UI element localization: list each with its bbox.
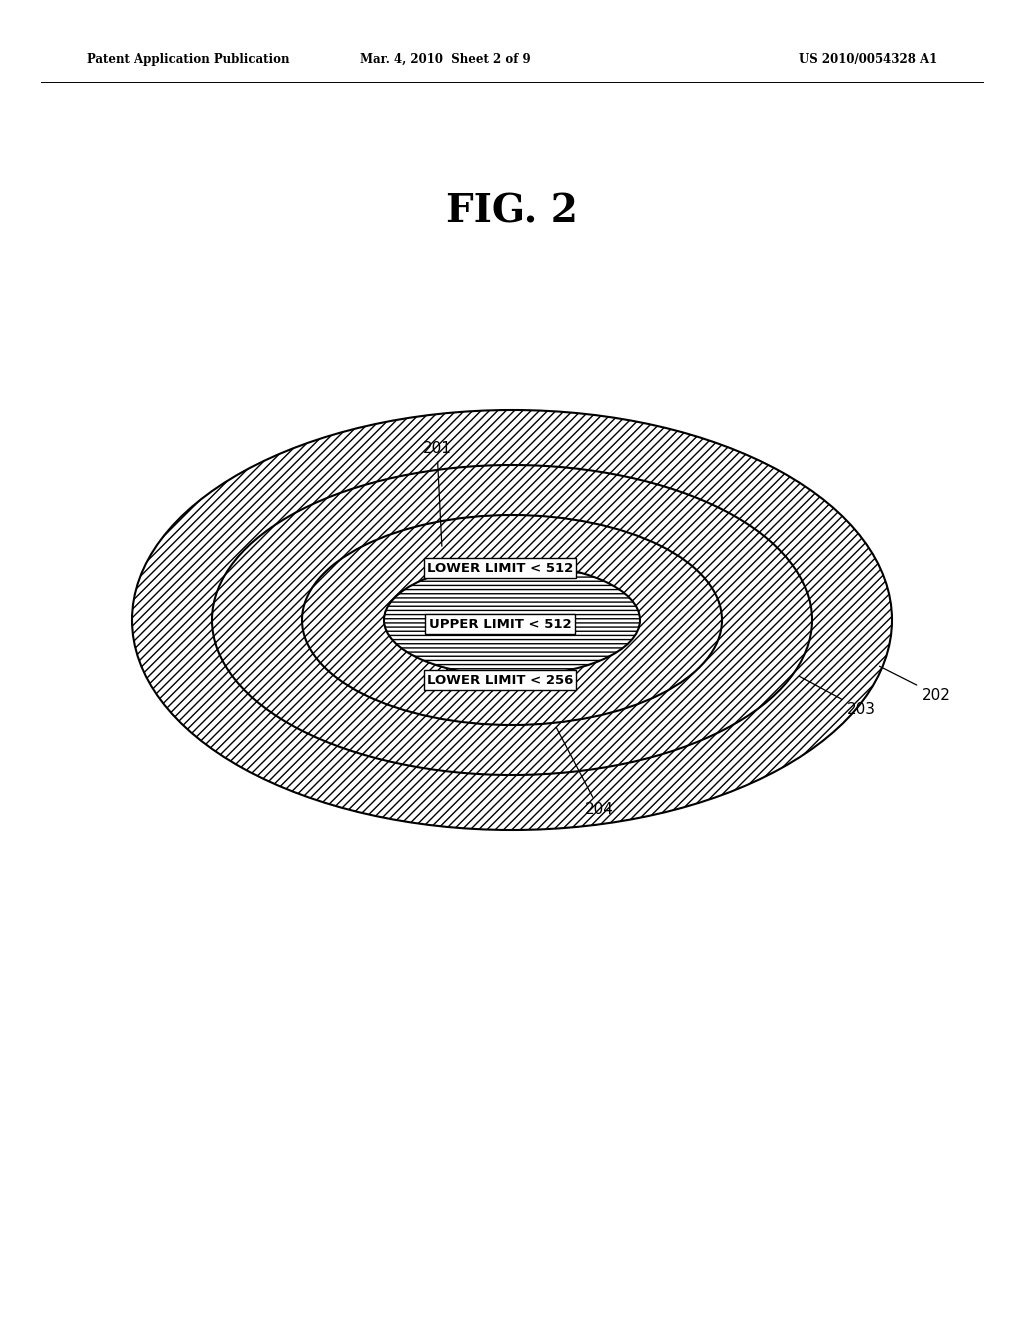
Text: FIG. 2: FIG. 2 <box>446 193 578 230</box>
Text: 201: 201 <box>423 441 452 546</box>
Ellipse shape <box>212 465 812 775</box>
Text: 203: 203 <box>800 676 876 718</box>
Ellipse shape <box>384 564 640 676</box>
Text: 202: 202 <box>880 667 951 702</box>
Text: 204: 204 <box>556 727 613 817</box>
Ellipse shape <box>302 515 722 725</box>
Text: LOWER LIMIT < 256: LOWER LIMIT < 256 <box>427 673 573 686</box>
Text: LOWER LIMIT < 512: LOWER LIMIT < 512 <box>427 561 573 574</box>
Text: Patent Application Publication: Patent Application Publication <box>87 53 290 66</box>
Text: Mar. 4, 2010  Sheet 2 of 9: Mar. 4, 2010 Sheet 2 of 9 <box>360 53 530 66</box>
Text: US 2010/0054328 A1: US 2010/0054328 A1 <box>799 53 937 66</box>
Ellipse shape <box>132 411 892 830</box>
Text: UPPER LIMIT < 512: UPPER LIMIT < 512 <box>429 618 571 631</box>
